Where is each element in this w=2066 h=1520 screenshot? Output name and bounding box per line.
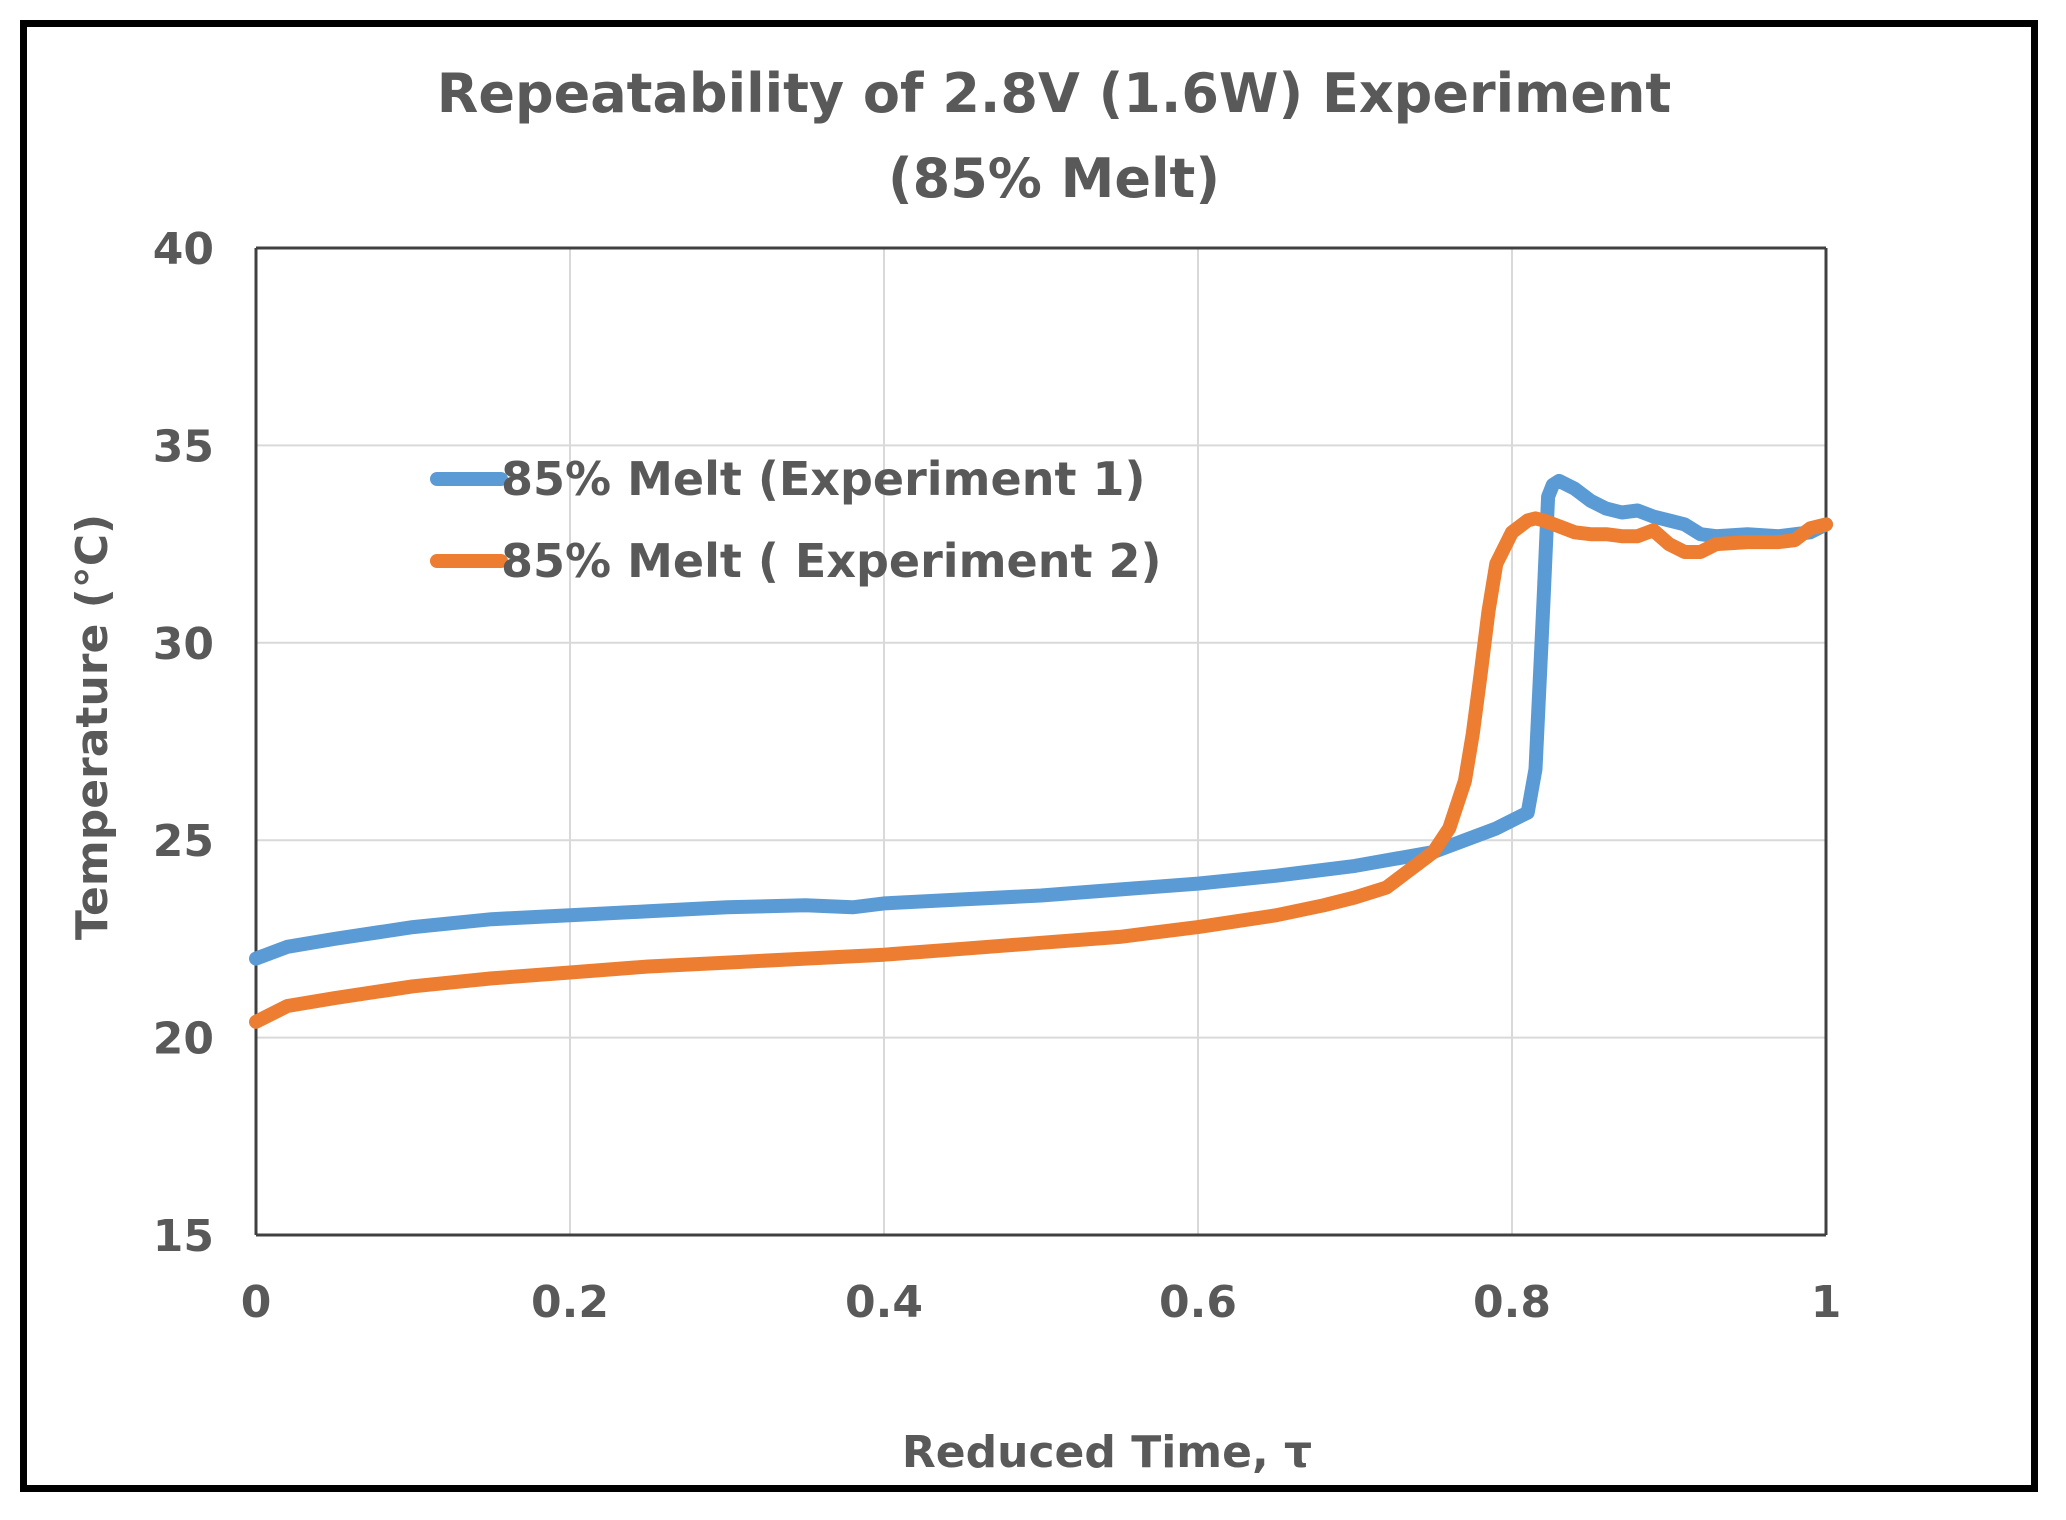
series-lines (249, 473, 1833, 1029)
y-axis-label: Temperature (°C) (67, 514, 118, 940)
x-tick-label: 0.8 (1473, 1277, 1551, 1328)
chart-frame: Repeatability of 2.8V (1.6W) Experiment … (20, 20, 2038, 1492)
x-tick-label: 0 (241, 1277, 272, 1328)
legend: 85% Melt (Experiment 1) 85% Melt ( Experi… (430, 452, 1162, 588)
chart-subtitle: (85% Melt) (888, 147, 1220, 210)
legend-label-2: 85% Melt ( Experiment 2) (501, 534, 1162, 588)
y-tick-label: 20 (153, 1014, 214, 1065)
x-tick-label: 0.2 (531, 1277, 609, 1328)
legend-label-1: 85% Melt (Experiment 1) (501, 452, 1145, 506)
tick-labels: 15 20 25 30 35 40 0 0.2 0.4 0.6 0.8 1 (153, 224, 1842, 1328)
grid-lines (256, 247, 1827, 1235)
axes (254, 246, 1828, 1237)
y-tick-label: 25 (153, 816, 214, 867)
x-tick-label: 1 (1811, 1277, 1842, 1328)
x-axis-label: Reduced Time, τ (902, 1427, 1312, 1478)
y-tick-label: 30 (153, 619, 214, 670)
chart-title: Repeatability of 2.8V (1.6W) Experiment (437, 62, 1672, 125)
y-tick-label: 40 (153, 224, 214, 275)
y-tick-label: 15 (153, 1211, 214, 1262)
x-tick-label: 0.6 (1159, 1277, 1237, 1328)
line-chart: Repeatability of 2.8V (1.6W) Experiment … (67, 62, 1842, 1478)
series-line-2 (249, 511, 1833, 1029)
x-tick-label: 0.4 (845, 1277, 923, 1328)
series-line-1 (249, 473, 1833, 966)
y-tick-label: 35 (153, 421, 214, 472)
